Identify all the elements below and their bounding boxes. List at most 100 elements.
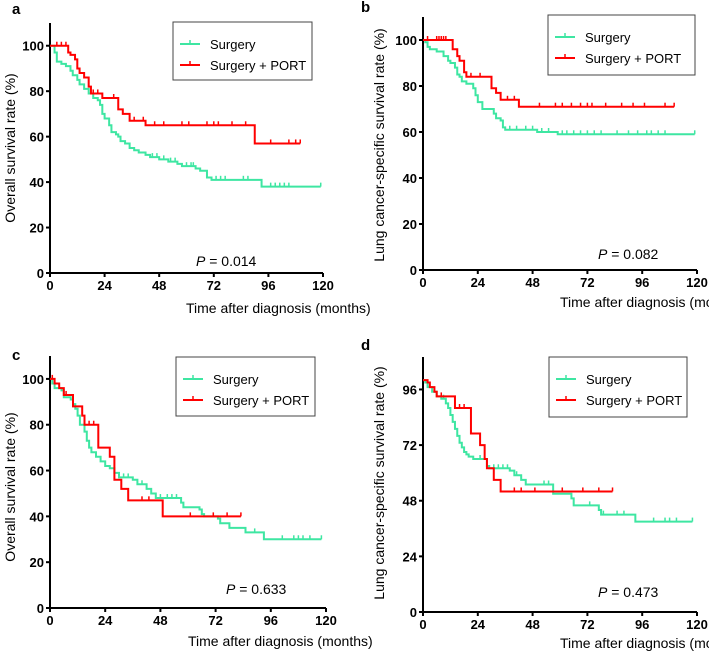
y-axis-label: Overall survival rate (%) <box>2 412 18 561</box>
km-curve-surgery-port <box>50 44 301 145</box>
p-symbol: P <box>598 246 608 262</box>
legend-box <box>547 14 696 76</box>
x-tick-label: 120 <box>315 613 337 628</box>
km-curve-surgery <box>423 39 695 136</box>
p-value: P = 0.082 <box>598 246 659 262</box>
panel-b: b 0 24 48 72 96 120 0 20 40 60 80 100 Time after diag… <box>361 0 709 310</box>
y-axis-label: Lung cancer-specific survival rate (%) <box>371 366 387 599</box>
y-tick-label: 48 <box>403 494 417 509</box>
y-tick-label: 100 <box>395 33 417 48</box>
panel-letter: c <box>12 347 20 364</box>
x-tick-label: 72 <box>207 278 221 293</box>
p-symbol: P <box>226 581 236 597</box>
legend-box <box>175 356 316 417</box>
y-tick-label: 72 <box>403 438 417 453</box>
legend-label: Surgery + PORT <box>210 58 306 73</box>
km-curve-surgery <box>50 44 321 188</box>
y-tick-label: 96 <box>403 382 417 397</box>
x-tick-label: 96 <box>264 613 278 628</box>
y-axis-label: Overall survival rate (%) <box>2 73 18 222</box>
x-tick-label: 96 <box>635 275 649 290</box>
x-tick-label: 0 <box>46 613 53 628</box>
p-value-number: = 0.082 <box>607 246 658 262</box>
y-tick-label: 80 <box>403 79 417 94</box>
panel-a: a 0 24 48 72 96 120 0 20 40 60 80 100 Time after diag… <box>2 1 371 316</box>
x-tick-label: 72 <box>208 613 222 628</box>
y-tick-label: 20 <box>403 217 417 232</box>
y-tick-label: 40 <box>403 171 417 186</box>
p-value-number: = 0.014 <box>205 253 256 269</box>
legend-label: Surgery <box>210 37 256 52</box>
y-tick-label: 80 <box>30 418 44 433</box>
x-tick-label: 0 <box>46 278 53 293</box>
x-tick-label: 24 <box>98 613 113 628</box>
y-tick-label: 24 <box>403 549 418 564</box>
legend-label: Surgery <box>213 372 259 387</box>
x-tick-label: 24 <box>97 278 112 293</box>
x-axis-label: Time after diagnosis (months) <box>188 633 373 649</box>
p-value-number: = 0.473 <box>607 584 658 600</box>
x-axis-label: Time after diagnosis (months) <box>560 635 709 651</box>
x-tick-label: 96 <box>261 278 275 293</box>
x-axis-label: Time after diagnosis (months) <box>560 294 709 310</box>
x-tick-label: 24 <box>471 617 486 632</box>
x-tick-label: 48 <box>153 613 167 628</box>
x-tick-label: 0 <box>419 275 426 290</box>
legend: Surgery Surgery + PORT <box>548 356 688 418</box>
y-tick-label: 60 <box>403 125 417 140</box>
y-tick-label: 0 <box>37 601 44 616</box>
x-tick-label: 120 <box>686 617 708 632</box>
y-tick-label: 0 <box>410 263 417 278</box>
legend-box <box>172 21 313 81</box>
km-curve-surgery-port <box>423 379 613 493</box>
x-tick-label: 48 <box>525 275 539 290</box>
x-tick-label: 24 <box>471 275 486 290</box>
legend: Surgery Surgery + PORT <box>175 356 316 417</box>
x-tick-label: 48 <box>152 278 166 293</box>
x-tick-label: 72 <box>580 275 594 290</box>
y-axis-label: Lung cancer-specific survival rate (%) <box>371 28 387 261</box>
x-tick-label: 120 <box>312 278 334 293</box>
legend-box <box>548 356 688 418</box>
panel-c: c 0 24 48 72 96 120 0 20 40 60 80 100 Time after diag… <box>2 347 373 649</box>
x-tick-label: 96 <box>635 617 649 632</box>
panel-letter: b <box>361 0 370 16</box>
p-symbol: P <box>598 584 608 600</box>
legend-label: Surgery + PORT <box>213 393 309 408</box>
legend: Surgery Surgery + PORT <box>172 21 313 81</box>
y-tick-label: 20 <box>30 555 44 570</box>
legend-label: Surgery + PORT <box>585 51 681 66</box>
x-tick-label: 72 <box>580 617 594 632</box>
legend: Surgery Surgery + PORT <box>547 14 696 76</box>
panel-d: d 0 24 48 72 96 120 0 24 48 72 96 Time after diagnos… <box>361 337 709 651</box>
panel-letter: d <box>361 337 370 354</box>
y-tick-label: 0 <box>410 605 417 620</box>
y-tick-label: 60 <box>30 130 44 145</box>
y-tick-label: 80 <box>30 84 44 99</box>
p-value: P = 0.633 <box>226 581 287 597</box>
p-value-number: = 0.633 <box>235 581 286 597</box>
km-curve-surgery-port <box>423 39 675 108</box>
x-tick-label: 120 <box>686 275 708 290</box>
x-axis-label: Time after diagnosis (months) <box>186 300 371 316</box>
p-value: P = 0.473 <box>598 584 659 600</box>
y-tick-label: 100 <box>22 39 44 54</box>
km-curve-surgery-port <box>50 377 241 518</box>
x-tick-label: 48 <box>525 617 539 632</box>
y-tick-label: 100 <box>22 372 44 387</box>
y-tick-label: 20 <box>30 221 44 236</box>
legend-label: Surgery <box>586 372 632 387</box>
km-curve-surgery <box>423 379 693 523</box>
p-value: P = 0.014 <box>196 253 257 269</box>
legend-label: Surgery + PORT <box>586 393 682 408</box>
x-tick-label: 0 <box>419 617 426 632</box>
y-tick-label: 40 <box>30 175 44 190</box>
panel-letter: a <box>12 1 21 18</box>
y-tick-label: 60 <box>30 464 44 479</box>
y-tick-label: 0 <box>37 266 44 281</box>
legend-label: Surgery <box>585 30 631 45</box>
p-symbol: P <box>196 253 206 269</box>
y-tick-label: 40 <box>30 509 44 524</box>
